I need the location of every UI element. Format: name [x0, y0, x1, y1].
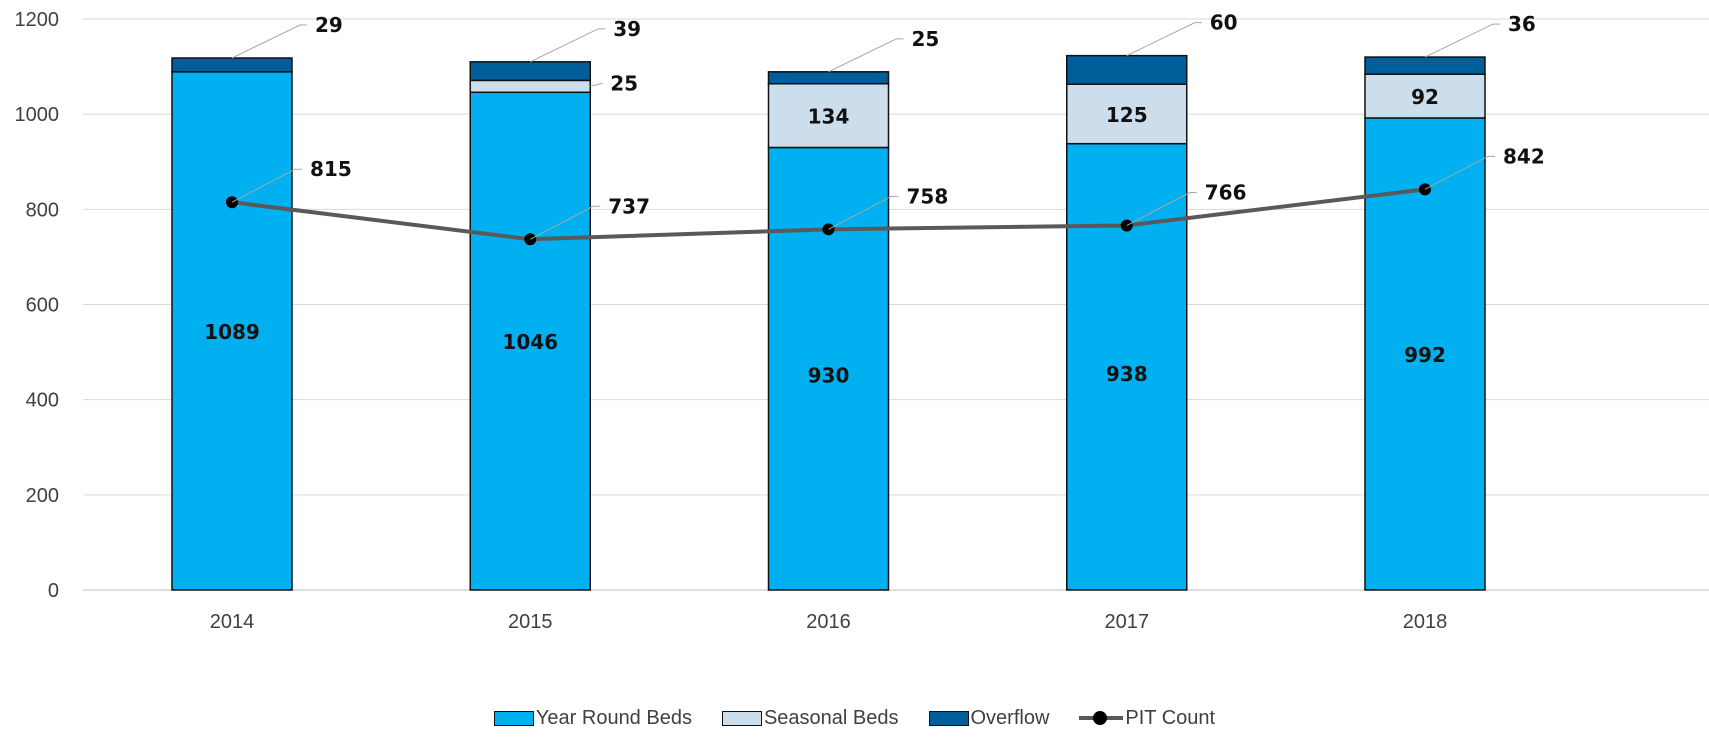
data-label-overflow: 39	[613, 17, 641, 41]
legend-swatch-seasonal	[721, 710, 762, 726]
legend: Year Round Beds Seasonal Beds Overflow P…	[0, 700, 1709, 736]
data-label-year-round: 1089	[204, 320, 260, 344]
leader-line	[530, 205, 601, 240]
leader-line	[828, 195, 899, 230]
data-label-seasonal: 92	[1411, 85, 1439, 109]
x-axis: 2014 2015 2016 2017 2018	[210, 611, 1448, 633]
data-label-overflow: 29	[315, 13, 343, 37]
legend-label-pit-count: PIT Count	[1125, 706, 1216, 729]
y-tick-label: 200	[26, 485, 59, 507]
bar-segment	[171, 71, 293, 591]
y-tick-label: 400	[26, 390, 59, 412]
legend-label-seasonal: Seasonal Beds	[763, 706, 899, 729]
data-label-year-round: 938	[1106, 362, 1148, 386]
y-tick-label: 1000	[15, 104, 60, 126]
stacked-bars	[171, 54, 1486, 591]
data-label-seasonal: 134	[808, 105, 850, 129]
bar-segment	[469, 61, 591, 82]
leader-line	[1424, 23, 1500, 58]
x-tick-label: 2014	[210, 611, 255, 633]
data-label-year-round: 930	[808, 364, 850, 388]
leader-line	[231, 24, 307, 59]
bar-segment	[1364, 73, 1486, 119]
legend-label-year-round: Year Round Beds	[535, 706, 692, 729]
x-tick-label: 2018	[1403, 611, 1448, 633]
y-axis: 0 200 400 600 800 1000 1200	[15, 9, 60, 602]
y-tick-label: 0	[48, 580, 59, 602]
data-label-overflow: 36	[1508, 12, 1536, 36]
leader-line	[1424, 155, 1495, 190]
data-labels: 1089 29 1046 25 39 930 134 25 938 125 60 992 92 36 815…	[204, 11, 1545, 388]
legend-item-overflow: Overflow	[928, 706, 1050, 730]
leader-line	[1126, 22, 1202, 57]
data-label-overflow: 60	[1210, 11, 1238, 35]
x-tick-label: 2017	[1105, 611, 1150, 633]
data-label-year-round: 992	[1404, 343, 1446, 367]
bar-segment	[1364, 117, 1486, 591]
legend-item-year-round: Year Round Beds	[493, 706, 692, 730]
data-label-pit-count: 766	[1205, 181, 1247, 205]
legend-swatch-overflow	[928, 710, 969, 726]
leader-line	[590, 82, 603, 87]
bar-segment	[1066, 83, 1188, 145]
leader-line	[1126, 192, 1197, 226]
bar-segment	[1066, 142, 1188, 591]
bar-segment	[1364, 56, 1486, 75]
legend-label-overflow: Overflow	[970, 706, 1050, 729]
leader-line	[828, 38, 904, 73]
data-label-overflow: 25	[912, 27, 940, 51]
y-tick-label: 600	[26, 295, 59, 317]
data-label-pit-count: 842	[1503, 144, 1545, 168]
bar-segment	[1066, 54, 1188, 85]
legend-marker-pit-count	[1079, 710, 1124, 726]
x-tick-label: 2016	[806, 611, 851, 633]
data-label-pit-count: 758	[907, 184, 949, 208]
gridlines	[83, 18, 1709, 591]
y-tick-label: 1200	[15, 9, 60, 31]
leader-line	[231, 168, 302, 203]
legend-swatch-year-round	[493, 710, 534, 726]
bar-segment	[171, 57, 293, 73]
y-tick-label: 800	[26, 199, 59, 221]
x-tick-label: 2015	[508, 611, 553, 633]
data-label-pit-count: 737	[608, 194, 650, 218]
legend-item-seasonal: Seasonal Beds	[721, 706, 899, 730]
bar-segment	[469, 91, 591, 591]
data-label-pit-count: 815	[310, 157, 352, 181]
bar-segment	[767, 71, 890, 85]
bar-segment	[469, 79, 591, 94]
data-label-year-round: 1046	[502, 330, 558, 354]
bar-segment	[767, 82, 890, 149]
data-label-seasonal: 125	[1106, 103, 1148, 127]
bar-segment	[767, 146, 890, 591]
data-label-seasonal: 25	[610, 71, 638, 95]
leader-line	[530, 28, 606, 63]
legend-item-pit-count: PIT Count	[1079, 707, 1215, 730]
